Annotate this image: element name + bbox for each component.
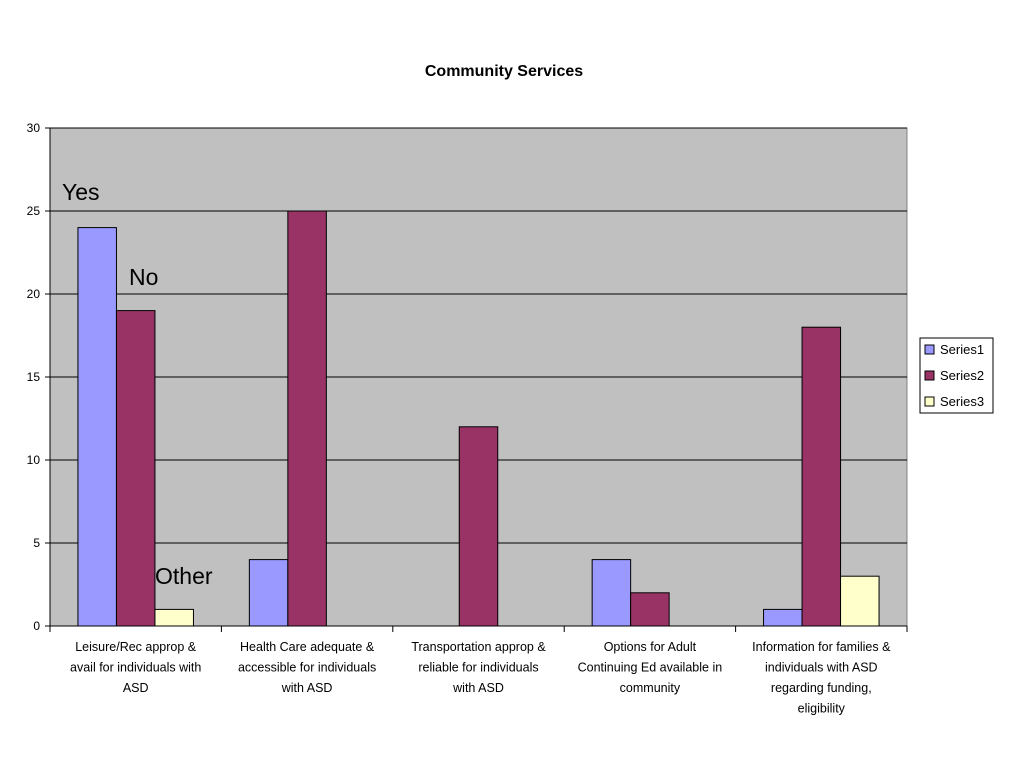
x-axis-category-labels: Leisure/Rec approp & avail for individual… — [70, 640, 891, 716]
category-label-1: Leisure/Rec approp & avail for individual… — [70, 640, 201, 695]
y-tick-label: 25 — [27, 204, 41, 218]
bar-series — [77, 210, 880, 627]
category-label-2: Health Care adequate & accessible for ind… — [238, 640, 376, 695]
bar-series1-5 — [763, 608, 803, 627]
legend-swatch-series2 — [924, 370, 935, 381]
annotation-other: Other — [155, 563, 213, 589]
legend-label-series1: Series1 — [940, 342, 984, 357]
category-label-3: Transportation approp & reliable for indi… — [411, 640, 546, 695]
category-label-5: Information for families & individuals wi… — [752, 640, 891, 716]
annotation-yes: Yes — [62, 179, 100, 205]
legend-swatch-series1 — [924, 344, 935, 355]
bar-series2-4 — [630, 592, 670, 627]
gridlines — [50, 127, 907, 544]
axes — [45, 127, 908, 632]
y-tick-label: 30 — [27, 121, 41, 135]
y-tick-label: 5 — [33, 536, 40, 550]
legend-label-series2: Series2 — [940, 368, 984, 383]
y-tick-label: 10 — [27, 453, 41, 467]
bar-series2-3 — [458, 426, 499, 627]
bar-series3-1 — [154, 608, 194, 627]
bar-series3-5 — [840, 575, 880, 627]
y-axis-tick-labels: 0 5 10 15 20 25 30 — [27, 121, 41, 633]
annotation-no: No — [129, 264, 158, 290]
bar-series1-4 — [591, 559, 632, 627]
bar-series2-1 — [115, 310, 156, 627]
legend-label-series3: Series3 — [940, 394, 984, 409]
category-label-4: Options for Adult Continuing Ed available… — [578, 640, 723, 695]
legend: Series1 Series2 Series3 — [919, 337, 994, 414]
chart-title: Community Services — [425, 63, 583, 80]
y-tick-label: 20 — [27, 287, 41, 301]
bar-series1-1 — [77, 227, 117, 627]
bar-series1-2 — [248, 559, 289, 627]
y-tick-label: 0 — [33, 619, 40, 633]
bar-series2-5 — [801, 326, 842, 627]
y-tick-label: 15 — [27, 370, 41, 384]
bar-series2-2 — [287, 210, 327, 627]
legend-swatch-series3 — [924, 396, 935, 407]
